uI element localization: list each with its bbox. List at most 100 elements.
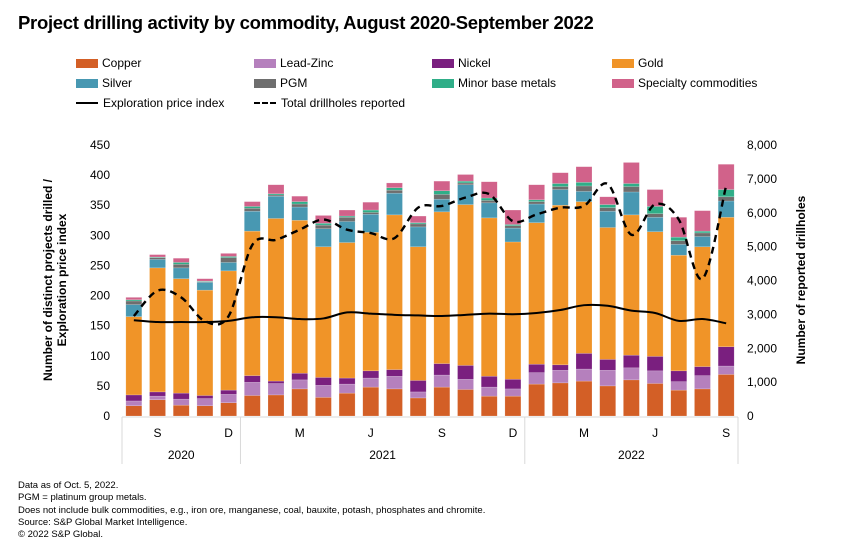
bar-segment-specialty-commodities xyxy=(196,278,214,282)
bar-segment-copper xyxy=(338,392,356,417)
bar-segment-specialty-commodities xyxy=(528,184,545,201)
bar-segment-lead-zinc xyxy=(338,383,356,394)
bar-segment-gold xyxy=(338,242,356,379)
bar-segment-copper xyxy=(125,405,143,417)
bar-segment-pgm xyxy=(338,217,356,222)
legend-swatch xyxy=(76,78,98,88)
bar-segment-silver xyxy=(694,236,711,248)
legend-label: Nickel xyxy=(458,56,491,70)
bar-segment-pgm xyxy=(386,189,403,194)
bar-segment-pgm xyxy=(433,194,451,200)
bar-segment-pgm xyxy=(315,224,332,229)
bar-segment-copper xyxy=(386,388,403,417)
y2-tick-label: 1,000 xyxy=(747,375,777,389)
bar-segment-silver xyxy=(409,226,427,248)
bar-segment-gold xyxy=(433,211,451,364)
legend-label: Exploration price index xyxy=(103,96,225,110)
legend-swatch xyxy=(432,58,454,68)
bar-segment-silver xyxy=(338,221,356,243)
y2-tick-label: 2,000 xyxy=(747,341,777,355)
bar-segment-pgm xyxy=(599,207,616,212)
bar-segment-lead-zinc xyxy=(457,379,474,390)
bar-segment-minor-base-metals xyxy=(575,182,593,187)
bar-segment-nickel xyxy=(267,380,285,384)
bar-segment-minor-base-metals xyxy=(528,199,545,202)
legend-dashed-line-icon xyxy=(254,102,276,104)
note-data-date: Data as of Oct. 5, 2022. xyxy=(18,480,119,491)
bar-segment-specialty-commodities xyxy=(220,253,237,257)
legend-label: Copper xyxy=(102,56,142,70)
bar-segment-minor-base-metals xyxy=(338,215,356,218)
bar-segment-specialty-commodities xyxy=(504,209,522,225)
bar-segment-lead-zinc xyxy=(480,386,498,397)
y2-axis-title: Number of reported drillholes xyxy=(794,195,808,364)
bar-segment-lead-zinc xyxy=(362,377,380,388)
bar-segment-gold xyxy=(291,220,308,374)
y-axis-title: Number of distinct projects drilled /Exp… xyxy=(41,178,69,381)
legend-swatch xyxy=(254,58,276,68)
bar-segment-minor-base-metals xyxy=(386,187,403,191)
bar-segment-lead-zinc xyxy=(575,368,593,382)
x-tick-label: S xyxy=(722,426,730,440)
bar-segment-nickel xyxy=(646,356,664,372)
bar-segment-gold xyxy=(504,241,522,380)
bar-segment-specialty-commodities xyxy=(267,184,285,195)
bar-segment-gold xyxy=(575,201,593,354)
bar-segment-minor-base-metals xyxy=(433,190,451,195)
y2-tick-label: 0 xyxy=(747,409,754,423)
y2-tick-label: 6,000 xyxy=(747,206,777,220)
y-tick-label: 150 xyxy=(90,319,110,333)
bar-segment-pgm xyxy=(646,213,664,218)
note-exclusions: Does not include bulk commodities, e.g.,… xyxy=(18,504,486,516)
bar-segment-minor-base-metals xyxy=(694,230,711,234)
bar-segment-lead-zinc xyxy=(528,372,545,385)
legend-item-total-drillholes-reported: Total drillholes reported xyxy=(254,96,405,110)
bar-segment-minor-base-metals xyxy=(646,206,664,214)
bar-segment-gold xyxy=(552,204,569,366)
bar-segment-silver xyxy=(244,210,261,232)
bar-segment-nickel xyxy=(670,370,688,382)
bar-segment-lead-zinc xyxy=(149,395,166,400)
bar-segment-pgm xyxy=(291,203,308,208)
chart-title: Project drilling activity by commodity, … xyxy=(18,12,594,33)
bar-segment-copper xyxy=(196,405,214,417)
bar-segment-silver xyxy=(623,191,640,216)
bar-segment-silver xyxy=(315,228,332,248)
bar-segment-silver xyxy=(552,189,569,206)
bar-segment-pgm xyxy=(409,223,427,228)
legend-item-gold: Gold xyxy=(612,56,663,70)
bar-segment-copper xyxy=(220,402,237,417)
bar-segment-specialty-commodities xyxy=(149,254,166,258)
bar-segment-minor-base-metals xyxy=(552,183,569,187)
legend-item-nickel: Nickel xyxy=(432,56,491,70)
bar-segment-copper xyxy=(291,388,308,417)
bar-segment-nickel xyxy=(409,380,427,393)
bar-segment-silver xyxy=(646,217,664,232)
bar-segment-minor-base-metals xyxy=(480,197,498,201)
x-year-label: 2020 xyxy=(168,448,195,462)
bar-segment-lead-zinc xyxy=(244,382,261,396)
y-tick-label: 200 xyxy=(90,289,110,303)
bar-segment-nickel xyxy=(172,392,190,400)
bar-segment-copper xyxy=(694,388,711,417)
bar-segment-lead-zinc xyxy=(125,400,143,407)
bar-segment-silver xyxy=(386,192,403,216)
bar-segment-lead-zinc xyxy=(623,367,640,381)
bar-segment-copper xyxy=(457,389,474,417)
bar-segment-pgm xyxy=(149,257,166,260)
bar-segment-pgm xyxy=(528,201,545,205)
bar-segment-gold xyxy=(172,278,190,394)
bar-segment-copper xyxy=(599,385,616,417)
bar-segment-nickel xyxy=(717,346,735,367)
bar-segment-nickel xyxy=(362,370,380,379)
bar-segment-nickel xyxy=(433,363,451,376)
bar-segment-copper xyxy=(362,386,380,417)
bar-segment-specialty-commodities xyxy=(575,166,593,183)
bar-segment-copper xyxy=(575,380,593,417)
bar-segment-gold xyxy=(149,267,166,393)
bar-segment-specialty-commodities xyxy=(623,162,640,184)
bar-segment-nickel xyxy=(457,365,474,380)
bar-segment-lead-zinc xyxy=(409,391,427,399)
note-copyright: © 2022 S&P Global. xyxy=(18,529,103,541)
bar-segment-nickel xyxy=(528,363,545,373)
